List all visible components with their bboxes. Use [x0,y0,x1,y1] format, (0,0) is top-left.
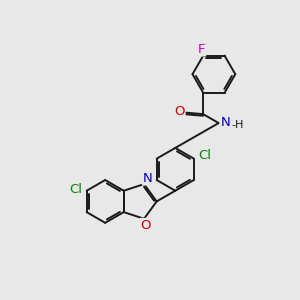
Text: Cl: Cl [69,183,82,196]
Text: F: F [198,43,206,56]
Text: N: N [220,116,230,129]
Text: N: N [143,172,152,185]
Text: O: O [174,105,185,118]
Text: O: O [140,219,151,232]
Text: Cl: Cl [199,149,212,162]
Text: -H: -H [231,120,244,130]
